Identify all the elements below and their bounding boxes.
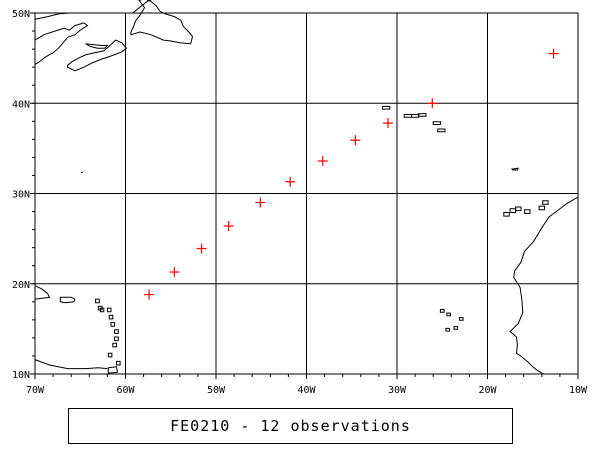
- island-cape-verde: [458, 317, 464, 321]
- island-lesser-antilles: [114, 336, 119, 342]
- tick-label-lat: 10N: [12, 370, 30, 381]
- observation-marker: [350, 135, 361, 146]
- island-azores: [382, 105, 391, 110]
- island-azores: [418, 113, 427, 117]
- coast-labrador: [132, 0, 152, 14]
- island-lesser-antilles: [112, 342, 117, 348]
- island-lesser-antilles: [97, 305, 103, 311]
- island-lesser-antilles: [108, 314, 114, 320]
- observation-markers: [144, 48, 559, 300]
- tick-label-lat: 40N: [12, 99, 30, 110]
- tick-label-lon: 50W: [207, 385, 226, 396]
- axis-labels: 70W 60W 50W 40W 30W 20W 10W 10N 20N 30N 40N 50N: [12, 9, 588, 396]
- tick-label-lat: 30N: [12, 190, 30, 201]
- island-canary: [538, 205, 545, 211]
- island-canary: [503, 212, 510, 217]
- observation-marker: [223, 220, 234, 231]
- observation-marker: [382, 118, 393, 129]
- island-canary: [509, 208, 517, 213]
- coastlines: [34, 0, 579, 375]
- island-canary: [515, 206, 522, 212]
- island-azores: [437, 128, 446, 133]
- coast-west-africa: [509, 196, 579, 375]
- island-trinidad: [107, 366, 118, 374]
- coast-new-england: [34, 22, 89, 65]
- observation-marker: [317, 156, 328, 167]
- island-cape-verde: [445, 327, 450, 332]
- tick-label-lon: 60W: [116, 385, 135, 396]
- coast-venezuela: [34, 359, 108, 370]
- observation-marker: [144, 289, 155, 300]
- tick-label-lon: 10W: [569, 385, 588, 396]
- island-lesser-antilles: [95, 298, 100, 304]
- tick-label-lon: 20W: [478, 385, 497, 396]
- graticule: [30, 12, 579, 379]
- tick-label-lon: 70W: [26, 385, 45, 396]
- island-azores: [411, 114, 420, 118]
- island-puerto-rico: [59, 296, 76, 304]
- coast-pei: [85, 43, 109, 49]
- island-lesser-antilles: [116, 360, 121, 366]
- island-madeira: [510, 167, 520, 171]
- island-lesser-antilles: [114, 329, 119, 334]
- observation-marker: [285, 176, 296, 187]
- coast-newfoundland: [130, 0, 194, 45]
- island-lesser-antilles: [99, 307, 105, 313]
- observation-marker: [427, 98, 438, 109]
- map-frame: [34, 12, 579, 375]
- caption-box: FE0210 - 12 observations: [68, 408, 513, 444]
- island-canary: [524, 209, 531, 214]
- island-lesser-antilles: [107, 352, 113, 358]
- island-azores: [432, 121, 441, 125]
- observation-marker: [196, 243, 207, 254]
- tick-label-lon: 30W: [388, 385, 407, 396]
- coast-nova-scotia: [67, 39, 128, 72]
- caption-text: FE0210 - 12 observations: [170, 417, 411, 435]
- coast-hispaniola: [34, 285, 51, 300]
- tick-label-lat: 20N: [12, 280, 30, 291]
- observation-marker: [255, 197, 266, 208]
- observation-marker: [169, 267, 180, 278]
- island-bermuda: [80, 171, 84, 174]
- island-cape-verde: [453, 326, 459, 330]
- island-lesser-antilles: [106, 307, 112, 313]
- island-canary: [542, 200, 549, 205]
- island-cape-verde: [446, 312, 451, 317]
- island-cape-verde: [439, 309, 445, 313]
- tick-label-lat: 50N: [12, 9, 30, 20]
- coast-gaspe: [34, 12, 70, 20]
- observation-marker: [548, 48, 559, 59]
- tick-label-lon: 40W: [297, 385, 316, 396]
- island-lesser-antilles: [110, 322, 116, 327]
- island-azores: [403, 114, 412, 118]
